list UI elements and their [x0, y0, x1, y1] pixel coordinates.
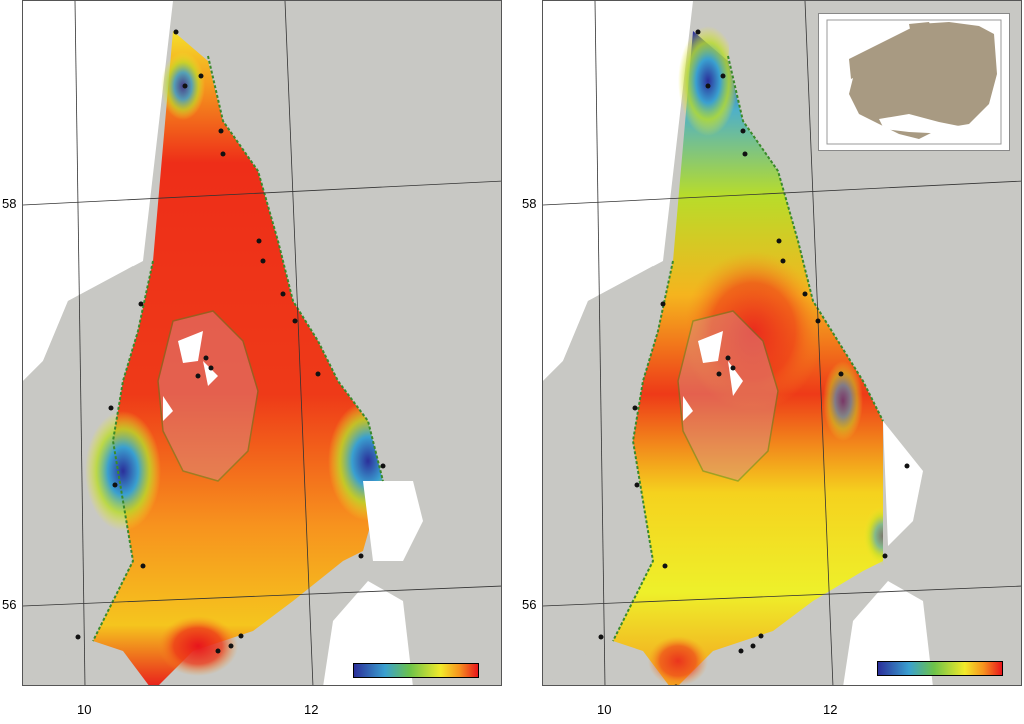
y-tick-56-left: 56 [2, 597, 17, 612]
island-white-1 [698, 331, 723, 363]
kattegat-east-water [883, 421, 923, 546]
stations [598, 29, 910, 685]
y-tick-58-right: 58 [522, 196, 537, 211]
island-white-2 [683, 396, 693, 421]
map-panel-left [22, 0, 502, 686]
map-panel-right [542, 0, 1022, 686]
baltic-water [843, 581, 933, 685]
x-tick-10-right: 10 [597, 702, 612, 717]
open-sea-west [23, 1, 173, 381]
anomaly-central-red [683, 251, 823, 411]
scandinavia [909, 22, 939, 69]
anomaly-east [823, 361, 863, 441]
jutland-land [543, 266, 663, 685]
jutland-land [23, 266, 143, 685]
anomaly-south [648, 636, 708, 685]
map-right-canvas [543, 1, 1021, 685]
data-field [93, 31, 383, 685]
open-sea-west [543, 1, 693, 381]
island-white-1 [178, 331, 203, 363]
baltic-water [323, 581, 413, 685]
stations [75, 29, 386, 654]
coastline-danish [92, 260, 154, 642]
x-tick-12-left: 12 [304, 702, 319, 717]
coastline-danish [612, 260, 674, 642]
x-tick-12-right: 12 [823, 702, 838, 717]
colorbar-left [353, 663, 479, 678]
map-left-canvas [23, 1, 501, 685]
anomaly-south [158, 616, 238, 676]
island-white-3 [203, 361, 218, 386]
europe-landmass [849, 22, 997, 139]
coastline-swedish [727, 55, 884, 422]
mediterranean [879, 114, 959, 134]
colorbar-right [877, 661, 1003, 676]
europe-inset-map [818, 13, 1010, 151]
anomaly-west [85, 411, 161, 531]
sweden-land [728, 1, 1021, 685]
british-isles [849, 54, 861, 79]
graticule [543, 1, 1021, 685]
island-white-2 [163, 396, 173, 421]
sweden-land [208, 1, 501, 685]
anomaly-north [678, 26, 738, 136]
y-tick-56-right: 56 [522, 597, 537, 612]
x-tick-10-left: 10 [77, 702, 92, 717]
y-tick-58-left: 58 [2, 196, 17, 211]
oresund-water [363, 481, 423, 561]
graticule [23, 1, 501, 685]
coastline-swedish [207, 55, 384, 482]
